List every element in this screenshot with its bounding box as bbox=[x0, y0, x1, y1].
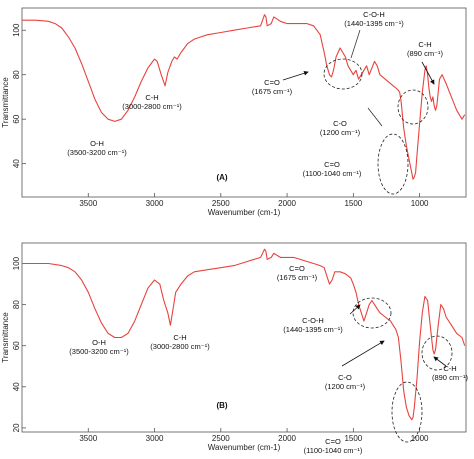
peak-annotation: C-H (3000-2800 cm⁻¹) bbox=[150, 333, 210, 351]
annotation-range: (3000-2800 cm⁻¹) bbox=[150, 342, 210, 351]
peak-highlight-ellipse bbox=[377, 133, 409, 195]
y-tick-label: 100 bbox=[12, 256, 21, 270]
chart-panel-b: 3500 3000 2500 2000 1500 1000 20 40 60 80 100 Waven… bbox=[1, 242, 469, 455]
peak-highlight-ellipse bbox=[397, 89, 429, 125]
annotation-arrow bbox=[282, 70, 309, 81]
annotation-range: (1440-1395 cm⁻¹) bbox=[344, 19, 404, 28]
spectrum-line bbox=[22, 14, 466, 180]
x-tick-label: 3500 bbox=[79, 434, 97, 443]
y-axis-label: Transmittance bbox=[1, 77, 10, 128]
annotation-arrow bbox=[433, 356, 447, 367]
peak-annotation: C=O (1675 cm⁻¹) bbox=[277, 264, 318, 282]
x-tick-label: 1000 bbox=[411, 434, 429, 443]
annotation-group: C=O bbox=[324, 160, 340, 169]
annotation-range: (3000-2800 cm⁻¹) bbox=[122, 102, 182, 111]
y-tick-label: 20 bbox=[12, 423, 21, 432]
spectrum-line bbox=[22, 248, 466, 421]
annotation-range: (3500-3200 cm⁻¹) bbox=[69, 347, 129, 356]
annotation-group: C-O bbox=[338, 373, 352, 382]
annotation-group: C-H bbox=[443, 364, 456, 373]
annotation-group: C-H bbox=[173, 333, 186, 342]
peak-annotation: O-H (3500-3200 cm⁻¹) bbox=[67, 139, 127, 157]
x-axis-label: Wavenumber (cm-1) bbox=[208, 443, 281, 452]
annotation-range: (1200 cm⁻¹) bbox=[320, 128, 361, 137]
peak-annotation: C=O (1100-1040 cm⁻¹) bbox=[303, 160, 362, 178]
y-tick-label: 100 bbox=[12, 23, 21, 37]
annotation-group: C=O bbox=[264, 78, 280, 87]
annotation-group: C=O bbox=[289, 264, 305, 273]
annotation-range: (1200 cm⁻¹) bbox=[325, 382, 366, 391]
panel-label: (B) bbox=[216, 401, 227, 410]
panel-label: (A) bbox=[216, 173, 227, 182]
x-tick-label: 2500 bbox=[212, 434, 230, 443]
x-tick-label: 3000 bbox=[146, 434, 164, 443]
peak-annotation: C-O (1200 cm⁻¹) bbox=[320, 119, 361, 137]
peak-highlight-ellipse bbox=[352, 297, 392, 329]
annotation-group: C-H bbox=[145, 93, 158, 102]
annotation-arrow bbox=[421, 61, 435, 85]
annotation-range: (890 cm⁻¹) bbox=[407, 49, 444, 58]
peak-annotation: C-O-H (1440-1395 cm⁻¹) bbox=[283, 316, 343, 334]
peak-annotation: C-O-H (1440-1395 cm⁻¹) bbox=[344, 10, 404, 28]
annotation-leader bbox=[367, 107, 383, 127]
x-tick-label: 1500 bbox=[344, 434, 362, 443]
annotation-range: (1675 cm⁻¹) bbox=[252, 87, 293, 96]
peak-annotation: C=O (1675 cm⁻¹) bbox=[252, 78, 293, 96]
y-tick-label: 60 bbox=[12, 114, 21, 123]
annotation-range: (890 cm⁻¹) bbox=[432, 373, 469, 382]
annotation-group: C-H bbox=[418, 40, 431, 49]
annotation-range: (1100-1040 cm⁻¹) bbox=[303, 169, 362, 178]
x-tick-label: 3000 bbox=[146, 199, 164, 208]
annotation-group: O-H bbox=[90, 139, 104, 148]
y-tick-label: 80 bbox=[12, 70, 21, 79]
peak-annotation: O-H (3500-3200 cm⁻¹) bbox=[69, 338, 129, 356]
x-tick-label: 2000 bbox=[278, 199, 296, 208]
x-tick-label: 3500 bbox=[79, 199, 97, 208]
peak-highlight-ellipse bbox=[421, 335, 453, 371]
annotation-group: C=O bbox=[325, 437, 341, 446]
plot-frame bbox=[21, 242, 467, 433]
annotation-range: (1100-1040 cm⁻¹) bbox=[304, 446, 363, 455]
annotation-arrow bbox=[349, 304, 361, 315]
peak-annotation: C-H (890 cm⁻¹) bbox=[432, 364, 469, 382]
x-tick-label: 2000 bbox=[278, 434, 296, 443]
chart-panel-a: 3500 3000 2500 2000 1500 1000 40 60 80 100 Wavenum… bbox=[1, 7, 467, 217]
annotation-group: O-H bbox=[92, 338, 106, 347]
annotation-range: (1440-1395 cm⁻¹) bbox=[283, 325, 343, 334]
peak-highlight-ellipse bbox=[391, 381, 423, 443]
y-tick-label: 80 bbox=[12, 300, 21, 309]
annotation-group: C-O bbox=[333, 119, 347, 128]
annotation-arrow bbox=[341, 340, 385, 367]
annotation-group: C-O-H bbox=[363, 10, 385, 19]
peak-annotation: C-O (1200 cm⁻¹) bbox=[325, 373, 366, 391]
y-tick-label: 40 bbox=[12, 382, 21, 391]
y-axis-label: Transmittance bbox=[1, 312, 10, 363]
annotation-leader bbox=[350, 29, 361, 59]
y-tick-label: 40 bbox=[12, 159, 21, 168]
x-axis-label: Wavenumber (cm-1) bbox=[208, 208, 281, 217]
x-tick-label: 2500 bbox=[212, 199, 230, 208]
peak-annotation: C=O (1100-1040 cm⁻¹) bbox=[304, 437, 363, 455]
x-tick-label: 1000 bbox=[411, 199, 429, 208]
annotation-range: (1675 cm⁻¹) bbox=[277, 273, 318, 282]
x-tick-label: 1500 bbox=[344, 199, 362, 208]
peak-annotation: C-H (890 cm⁻¹) bbox=[407, 40, 444, 58]
y-tick-label: 60 bbox=[12, 341, 21, 350]
plot-frame bbox=[21, 7, 467, 198]
annotation-range: (3500-3200 cm⁻¹) bbox=[67, 148, 127, 157]
peak-annotation: C-H (3000-2800 cm⁻¹) bbox=[122, 93, 182, 111]
peak-highlight-ellipse bbox=[323, 58, 363, 90]
annotation-group: C-O-H bbox=[302, 316, 324, 325]
